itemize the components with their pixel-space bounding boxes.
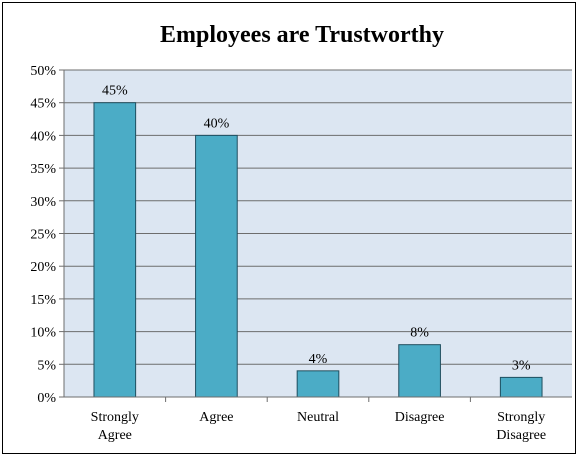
- bar: [93, 102, 137, 398]
- category-label: Agree: [199, 410, 233, 425]
- y-tick-label: 50%: [30, 64, 56, 79]
- y-tick-label: 20%: [30, 260, 56, 275]
- y-tick-label: 40%: [30, 129, 56, 144]
- category-label: Neutral: [297, 410, 339, 425]
- data-label: 40%: [204, 116, 230, 131]
- x-axis-categories: Strongly Agree Agree Neutral Disagree Strongl…: [91, 397, 546, 443]
- bar: [296, 370, 340, 398]
- category-label: Disagree: [395, 410, 445, 425]
- category-label: Strongly: [497, 410, 545, 425]
- category-label: Agree: [98, 428, 132, 443]
- gridlines: [64, 69, 572, 365]
- bar: [499, 376, 543, 398]
- category-label: Disagree: [496, 428, 546, 443]
- y-tick-label: 30%: [30, 195, 56, 210]
- category-label: Strongly: [91, 410, 139, 425]
- chart-title: Employees are Trustworthy: [160, 22, 444, 48]
- y-tick-label: 25%: [30, 228, 56, 243]
- y-tick-label: 5%: [37, 358, 56, 373]
- data-labels: 45% 40% 4% 8% 3%: [102, 84, 531, 374]
- data-label: 45%: [102, 84, 128, 99]
- data-label: 8%: [410, 326, 429, 341]
- y-axis-ticks: 0% 5% 10% 15% 20% 25% 30% 35% 40% 45% 50%: [30, 64, 64, 406]
- bars: [93, 102, 543, 398]
- y-tick-label: 35%: [30, 162, 56, 177]
- y-tick-label: 15%: [30, 293, 56, 308]
- data-label: 3%: [512, 358, 531, 373]
- bar: [195, 134, 238, 398]
- y-tick-label: 10%: [30, 326, 56, 341]
- data-label: 4%: [309, 352, 328, 367]
- y-tick-label: 0%: [37, 391, 56, 406]
- y-tick-label: 45%: [30, 97, 56, 112]
- bar: [398, 344, 441, 398]
